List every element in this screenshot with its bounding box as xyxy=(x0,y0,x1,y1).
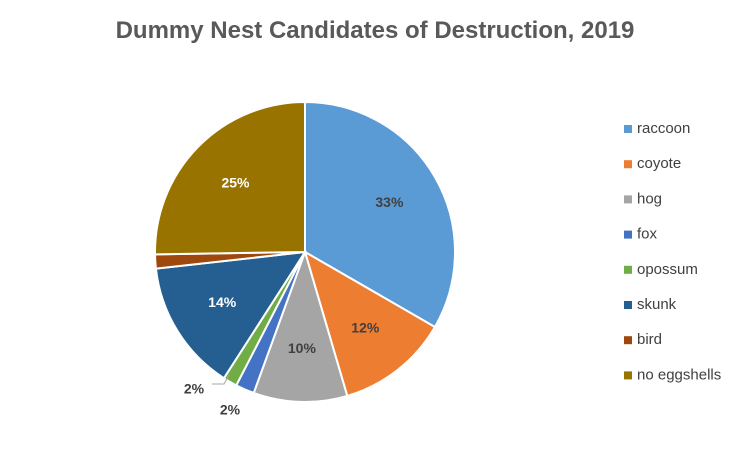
pie-slice-skunk xyxy=(154,250,307,380)
legend-swatch-raccoon xyxy=(624,125,632,133)
data-label-skunk: 14% xyxy=(208,294,237,310)
legend-label-fox: fox xyxy=(637,226,658,243)
legend-swatch-coyote xyxy=(624,160,632,169)
legend-swatch-skunk xyxy=(624,301,632,309)
legend-swatch-opossum xyxy=(624,265,632,274)
legend-swatch-no-eggshells xyxy=(624,371,632,380)
pie-slice-raccoon xyxy=(304,100,456,329)
legend-swatch-fox xyxy=(624,230,632,239)
legend-label-coyote: coyote xyxy=(637,155,681,172)
data-label-raccoon: 33% xyxy=(375,194,404,210)
legend-label-bird: bird xyxy=(637,331,662,348)
leader-line-opossum xyxy=(212,374,230,385)
legend-label-skunk: skunk xyxy=(637,296,677,313)
data-labels: 33% 12% 10% 2% 2% 14% 25% xyxy=(184,174,404,417)
pie-slice-hog xyxy=(252,248,349,403)
legend-label-no-eggshells: no eggshells xyxy=(637,366,721,383)
legend-label-hog: hog xyxy=(637,190,662,207)
data-label-fox: 2% xyxy=(220,402,241,418)
legend: raccoon coyote hog fox opossum skunk bird no eg… xyxy=(624,120,721,383)
pie-slices xyxy=(154,100,456,403)
data-label-coyote: 12% xyxy=(351,319,380,335)
data-label-no-eggshells: 25% xyxy=(221,174,250,190)
legend-label-opossum: opossum xyxy=(637,261,698,278)
legend-label-raccoon: raccoon xyxy=(637,120,690,137)
legend-swatch-bird xyxy=(624,336,632,345)
pie-slice-no-eggshells xyxy=(154,100,306,256)
data-label-opossum: 2% xyxy=(184,381,205,397)
data-label-hog: 10% xyxy=(288,340,317,356)
leader-lines xyxy=(212,374,230,385)
chart-title: Dummy Nest Candidates of Destruction, 20… xyxy=(115,17,635,44)
legend-swatch-hog xyxy=(624,195,632,204)
